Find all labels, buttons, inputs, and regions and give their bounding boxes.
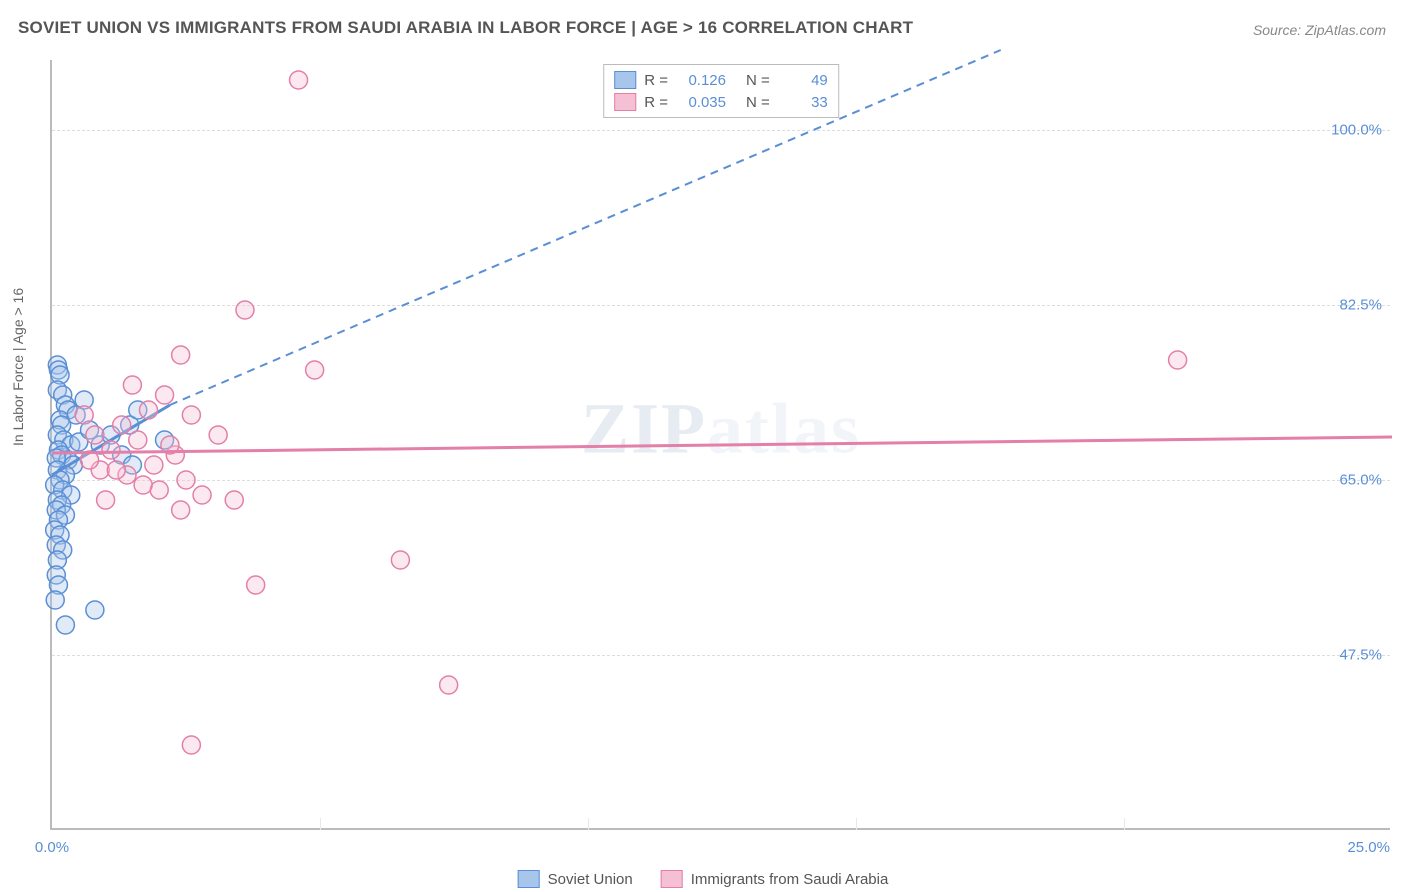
data-point: [182, 736, 200, 754]
data-point: [236, 301, 254, 319]
legend-label: Soviet Union: [548, 871, 633, 888]
data-point: [86, 426, 104, 444]
data-point: [150, 481, 168, 499]
x-tick-max: 25.0%: [1347, 839, 1390, 856]
chart-title: SOVIET UNION VS IMMIGRANTS FROM SAUDI AR…: [18, 18, 913, 38]
data-point: [139, 401, 157, 419]
stats-row: R = 0.035 N = 33: [614, 91, 828, 113]
plot-area: ZIPatlas 47.5%65.0%82.5%100.0% R =0.126N…: [50, 60, 1390, 830]
data-point: [97, 491, 115, 509]
stat-label-r: R =: [644, 72, 668, 89]
data-point: [209, 426, 227, 444]
stat-label-r: R =: [644, 94, 668, 111]
source-attribution: Source: ZipAtlas.com: [1253, 22, 1386, 38]
stat-label-n: N =: [746, 94, 770, 111]
legend-swatch: [661, 870, 683, 888]
correlation-chart: SOVIET UNION VS IMMIGRANTS FROM SAUDI AR…: [0, 0, 1406, 892]
stat-label-n: N =: [746, 72, 770, 89]
data-point: [172, 346, 190, 364]
data-point: [156, 386, 174, 404]
stats-legend: R = 0.126 N = 49 R = 0.035 N = 33: [603, 64, 839, 118]
data-point: [113, 416, 131, 434]
stat-value-r: 0.035: [676, 94, 726, 111]
data-point: [247, 576, 265, 594]
scatter-svg: [52, 60, 1390, 828]
data-point: [129, 431, 147, 449]
legend-item: Immigrants from Saudi Arabia: [661, 870, 889, 888]
legend-label: Immigrants from Saudi Arabia: [691, 871, 889, 888]
legend-swatch: [614, 93, 636, 111]
data-point: [107, 461, 125, 479]
series-legend: Soviet Union Immigrants from Saudi Arabia: [518, 870, 889, 888]
stat-value-r: 0.126: [676, 72, 726, 89]
data-point: [86, 601, 104, 619]
y-axis-label: In Labor Force | Age > 16: [10, 288, 26, 446]
data-point: [56, 616, 74, 634]
legend-swatch: [614, 71, 636, 89]
data-point: [182, 406, 200, 424]
data-point: [290, 71, 308, 89]
data-point: [46, 591, 64, 609]
trend-line: [52, 437, 1392, 453]
data-point: [306, 361, 324, 379]
data-point: [391, 551, 409, 569]
data-point: [102, 441, 120, 459]
data-point: [134, 476, 152, 494]
stat-value-n: 33: [778, 94, 828, 111]
trend-line-extrapolated: [170, 50, 1001, 405]
stat-value-n: 49: [778, 72, 828, 89]
data-point: [177, 471, 195, 489]
data-point: [75, 406, 93, 424]
stats-row: R = 0.126 N = 49: [614, 69, 828, 91]
data-point: [123, 376, 141, 394]
x-tick-min: 0.0%: [35, 839, 69, 856]
data-point: [145, 456, 163, 474]
data-point: [1169, 351, 1187, 369]
legend-swatch: [518, 870, 540, 888]
data-point: [440, 676, 458, 694]
legend-item: Soviet Union: [518, 870, 633, 888]
data-point: [225, 491, 243, 509]
data-point: [193, 486, 211, 504]
data-point: [172, 501, 190, 519]
